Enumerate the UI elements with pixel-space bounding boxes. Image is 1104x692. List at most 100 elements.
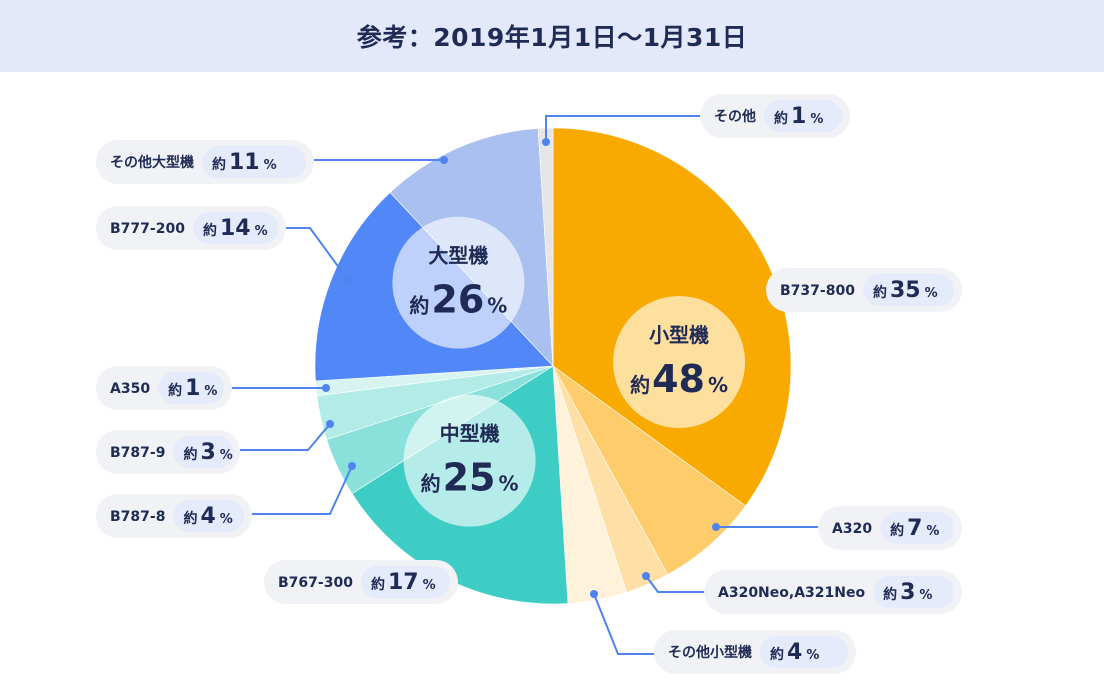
value-pill bbox=[202, 146, 306, 178]
slice-label-5: B787-8 約 4% bbox=[96, 494, 252, 538]
slice-number: 11 bbox=[229, 150, 260, 175]
group-unit: % bbox=[487, 294, 507, 318]
group-name: 中型機 bbox=[440, 422, 500, 446]
group-unit: % bbox=[499, 472, 519, 496]
slice-label-7: A350 約 1% bbox=[96, 366, 232, 410]
slice-label-4: B767-300 約 17% bbox=[264, 560, 458, 604]
slice-unit: % bbox=[220, 512, 233, 527]
group-approx-prefix: 約 bbox=[421, 472, 441, 496]
value-pill bbox=[173, 500, 244, 532]
leader-line-3 bbox=[593, 593, 654, 655]
slice-number: 17 bbox=[388, 570, 419, 595]
slice-label-name: B777-200 bbox=[110, 221, 185, 237]
leader-dot-5 bbox=[348, 462, 356, 470]
slice-unit: % bbox=[806, 648, 819, 663]
slice-label-name: B737-800 bbox=[780, 283, 855, 299]
approx-prefix: 約 bbox=[203, 222, 217, 239]
slice-number: 3 bbox=[200, 440, 215, 465]
slice-unit: % bbox=[919, 588, 932, 603]
slice-value: 約 3% bbox=[883, 580, 932, 605]
slice-number: 7 bbox=[907, 516, 922, 541]
slice-number: 4 bbox=[787, 640, 802, 665]
slice-value: 約 35% bbox=[873, 278, 938, 303]
leader-dot-6 bbox=[326, 420, 334, 428]
approx-prefix: 約 bbox=[183, 446, 197, 463]
slice-number: 35 bbox=[890, 278, 921, 303]
group-name: 大型機 bbox=[428, 244, 488, 268]
approx-prefix: 約 bbox=[183, 510, 197, 527]
slice-number: 1 bbox=[185, 376, 200, 401]
leader-dot-9 bbox=[440, 156, 448, 164]
slice-unit: % bbox=[220, 448, 233, 463]
slice-label-0: B737-800 約 35% bbox=[766, 268, 962, 312]
group-value: 約26% bbox=[409, 278, 507, 322]
group-approx-prefix: 約 bbox=[409, 294, 429, 318]
slice-label-name: その他 bbox=[714, 108, 756, 125]
leader-dot-1 bbox=[712, 523, 720, 531]
approx-prefix: 約 bbox=[774, 110, 788, 127]
slice-unit: % bbox=[423, 578, 436, 593]
slice-number: 14 bbox=[220, 216, 251, 241]
slice-value: 約 7% bbox=[890, 516, 939, 541]
leader-dot-10 bbox=[542, 138, 550, 146]
leader-dot-7 bbox=[322, 384, 330, 392]
leader-dot-2 bbox=[642, 572, 650, 580]
slice-number: 1 bbox=[791, 104, 806, 129]
value-pill bbox=[764, 100, 842, 132]
leader-dot-8 bbox=[344, 276, 352, 284]
slice-label-name: A320Neo,A321Neo bbox=[718, 585, 865, 601]
group-unit: % bbox=[708, 373, 728, 397]
approx-prefix: 約 bbox=[371, 576, 385, 593]
group-number: 48 bbox=[652, 357, 705, 401]
header-title: 参考：2019年1月1日〜1月31日 bbox=[356, 23, 748, 52]
group-circle bbox=[613, 296, 746, 429]
group-approx-prefix: 約 bbox=[630, 373, 650, 397]
value-pill bbox=[873, 576, 954, 608]
slice-label-name: B767-300 bbox=[278, 575, 353, 591]
group-value: 約48% bbox=[630, 357, 728, 401]
approx-prefix: 約 bbox=[770, 646, 784, 663]
slice-label-name: その他小型機 bbox=[668, 644, 752, 661]
slice-label-2: A320Neo,A321Neo 約 3% bbox=[704, 570, 962, 614]
slice-unit: % bbox=[264, 158, 277, 173]
value-pill bbox=[760, 636, 848, 668]
value-pill bbox=[360, 566, 450, 598]
slice-label-name: A350 bbox=[110, 381, 150, 397]
group-circle bbox=[392, 216, 525, 349]
slice-label-name: A320 bbox=[832, 521, 872, 537]
slice-value: 約 1% bbox=[168, 376, 217, 401]
group-name: 小型機 bbox=[649, 323, 709, 347]
slice-label-9: その他大型機 約 11% bbox=[96, 140, 314, 184]
slice-label-1: A320 約 7% bbox=[818, 506, 962, 550]
slice-value: 約 11% bbox=[212, 150, 277, 175]
group-number: 25 bbox=[443, 456, 496, 500]
group-number: 26 bbox=[431, 278, 484, 322]
pie-slice-1 bbox=[552, 365, 746, 575]
slice-value: 約 4% bbox=[770, 640, 819, 665]
approx-prefix: 約 bbox=[883, 586, 897, 603]
approx-prefix: 約 bbox=[212, 156, 226, 173]
value-pill bbox=[192, 212, 278, 244]
slice-label-name: B787-8 bbox=[110, 509, 165, 525]
slice-unit: % bbox=[925, 286, 938, 301]
leader-line-8 bbox=[286, 227, 349, 281]
slice-value: 約 17% bbox=[371, 570, 436, 595]
leader-dot-3 bbox=[590, 590, 598, 598]
value-pill bbox=[173, 436, 234, 468]
group-circle bbox=[403, 394, 536, 527]
slice-number: 4 bbox=[200, 504, 215, 529]
approx-prefix: 約 bbox=[890, 522, 904, 539]
approx-prefix: 約 bbox=[873, 284, 887, 301]
leader-line-6 bbox=[240, 423, 331, 451]
value-pill bbox=[880, 512, 954, 544]
slice-value: 約 1% bbox=[774, 104, 823, 129]
slice-unit: % bbox=[926, 524, 939, 539]
chart-header: 参考：2019年1月1日〜1月31日 bbox=[0, 0, 1104, 72]
slice-number: 3 bbox=[900, 580, 915, 605]
group-value: 約25% bbox=[421, 456, 519, 500]
leader-line-5 bbox=[252, 465, 353, 515]
slice-value: 約 14% bbox=[203, 216, 268, 241]
approx-prefix: 約 bbox=[168, 382, 182, 399]
